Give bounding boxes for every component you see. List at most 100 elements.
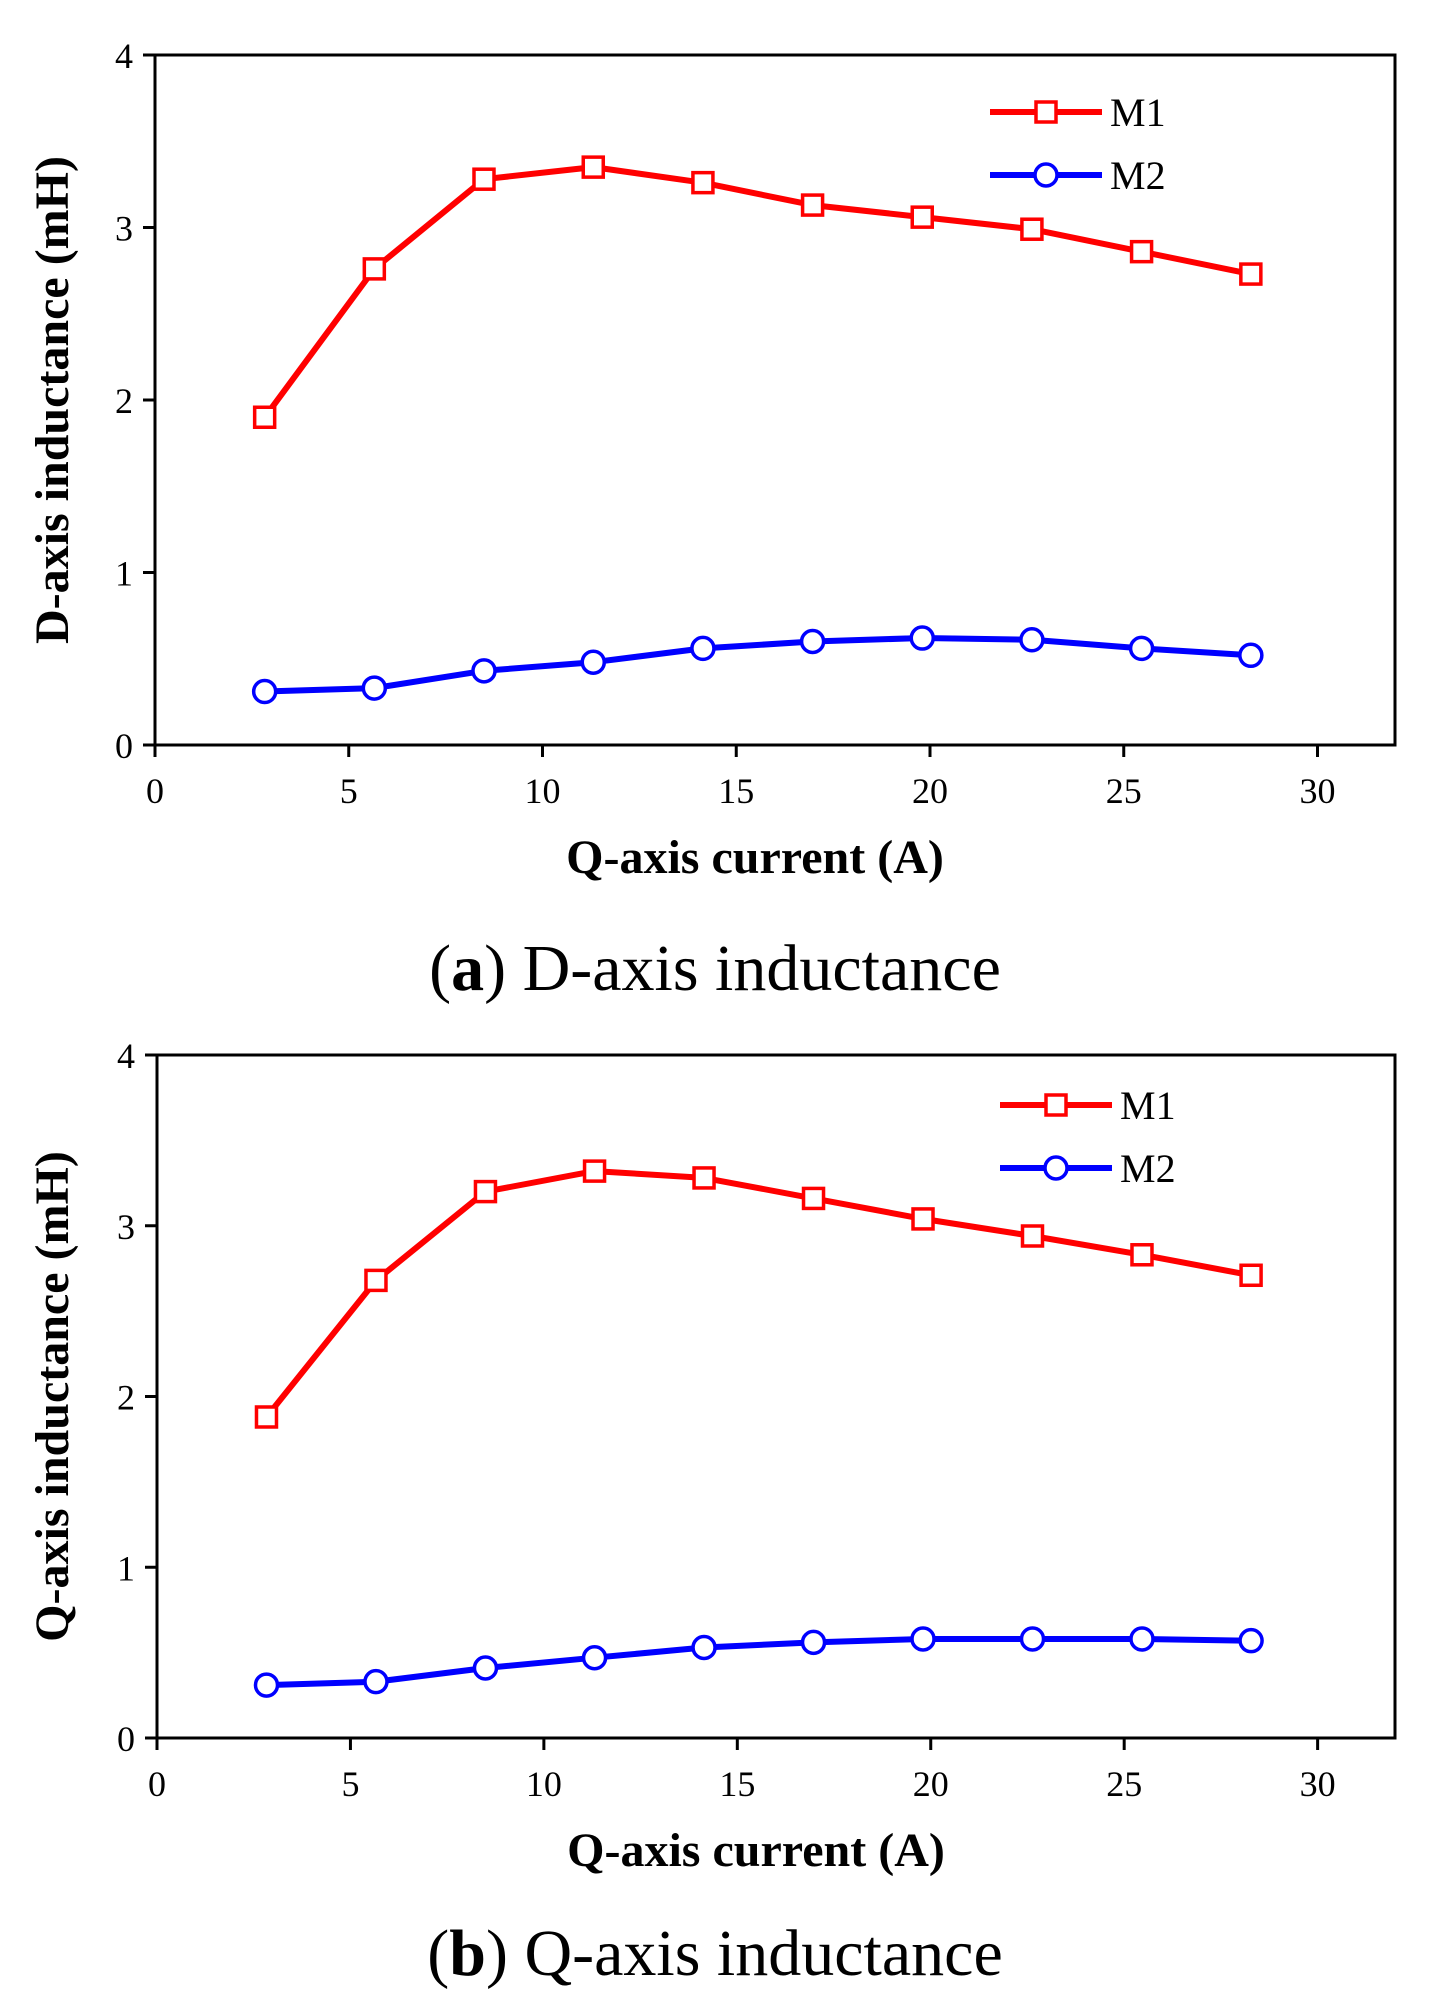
data-point-M2	[471, 658, 497, 684]
data-point-M1	[581, 155, 606, 179]
data-point-M1	[582, 1159, 607, 1183]
data-point-M2	[1019, 627, 1045, 653]
x-tick-label: 5	[341, 1764, 359, 1804]
x-tick-label: 15	[718, 771, 754, 811]
y-tick-label: 1	[117, 1548, 135, 1588]
panel-caption: (a) D-axis inductance	[429, 932, 1001, 1005]
series-line-M1	[264, 1168, 1252, 1419]
data-point-M1	[801, 1186, 826, 1211]
data-point-M1	[911, 1207, 935, 1231]
data-point-M1	[1020, 217, 1044, 241]
data-point-M1	[252, 405, 277, 429]
data-point-M1	[1129, 239, 1154, 264]
data-point-M1	[800, 193, 825, 217]
y-tick-label: 1	[115, 554, 133, 594]
panel-caption: (b) Q-axis inductance	[427, 1917, 1003, 1990]
data-point-M1	[1239, 262, 1263, 286]
y-tick-label: 0	[115, 726, 133, 766]
caption-letter: a	[451, 932, 484, 1005]
data-point-M1	[1239, 1263, 1263, 1288]
y-tick-label: 3	[117, 1207, 135, 1247]
y-axis-title: D-axis inductance (mH)	[26, 156, 79, 644]
caption-text: D-axis inductance	[523, 932, 1001, 1005]
x-tick-label: 25	[1106, 771, 1142, 811]
x-tick-label: 0	[148, 1764, 166, 1804]
legend-marker-M1	[1034, 100, 1058, 124]
data-point-M1	[362, 257, 387, 281]
series-line-M2	[266, 1636, 1252, 1689]
legend-marker-M2	[1033, 162, 1059, 188]
data-point-M2	[251, 678, 278, 705]
x-axis-title: Q-axis current (A)	[567, 1824, 945, 1877]
data-point-M2	[580, 649, 607, 675]
x-tick-label: 20	[913, 1764, 949, 1804]
x-tick-label: 30	[1300, 771, 1336, 811]
data-point-M2	[690, 635, 716, 662]
data-point-M1	[472, 167, 496, 191]
series-M1	[252, 155, 1263, 429]
data-point-M1	[364, 1268, 388, 1293]
y-tick-label: 4	[117, 1036, 135, 1076]
data-point-M2	[253, 1672, 280, 1698]
data-point-M2	[1019, 1626, 1046, 1652]
y-tick-label: 0	[117, 1719, 135, 1759]
series-M1	[254, 1159, 1263, 1429]
series-M2	[251, 625, 1264, 705]
legend-label-M1: M1	[1120, 1083, 1176, 1128]
data-point-M1	[254, 1405, 279, 1429]
y-tick-label: 3	[115, 209, 133, 249]
chart-panel-a: 0 5 10 15 20 25 30 0 1 2 3 4 Q-axis current (A) D-axi…	[26, 36, 1397, 1005]
x-tick-label: 25	[1106, 1764, 1142, 1804]
caption-paren-close: )	[484, 932, 522, 1005]
data-point-M1	[1130, 1243, 1154, 1267]
caption-paren-open: (	[427, 1917, 449, 1990]
caption-paren-close: )	[486, 1917, 524, 1990]
x-tick-label: 15	[719, 1764, 755, 1804]
data-point-M1	[691, 170, 715, 195]
data-point-M2	[361, 675, 388, 701]
y-axis-title: Q-axis inductance (mH)	[26, 1151, 79, 1642]
y-tick-label: 2	[115, 381, 133, 421]
data-point-M2	[1129, 1626, 1155, 1652]
data-point-M1	[692, 1166, 716, 1190]
data-point-M2	[1238, 642, 1264, 669]
data-point-M2	[1238, 1627, 1264, 1654]
x-tick-label: 30	[1300, 1764, 1336, 1804]
plot-frame	[155, 1053, 1397, 1740]
y-tick-label: 4	[115, 36, 133, 76]
legend-label-M1: M1	[1110, 90, 1166, 135]
data-point-M2	[691, 1634, 717, 1661]
caption-letter: b	[449, 1917, 486, 1990]
data-point-M1	[473, 1179, 498, 1204]
data-point-M2	[363, 1668, 389, 1695]
chart-panel-b: 0 5 10 15 20 25 30 0 1 2 3 4 Q-axis current (A) Q-axi…	[26, 1036, 1397, 1990]
data-point-M2	[472, 1655, 499, 1681]
data-point-M2	[1128, 635, 1155, 662]
data-point-M1	[910, 205, 934, 229]
legend-marker-M1	[1044, 1093, 1068, 1117]
caption-paren-open: (	[429, 932, 451, 1005]
data-point-M2	[800, 1629, 827, 1656]
series-line-M1	[262, 164, 1252, 420]
data-point-M2	[799, 628, 826, 655]
x-tick-label: 10	[525, 771, 561, 811]
data-point-M2	[581, 1644, 608, 1671]
legend-marker-M2	[1043, 1155, 1069, 1181]
data-point-M2	[909, 625, 935, 651]
x-tick-label: 0	[146, 771, 164, 811]
x-tick-label: 10	[526, 1764, 562, 1804]
series-M2	[253, 1626, 1264, 1698]
caption-text: Q-axis inductance	[524, 1917, 1002, 1990]
legend-label-M2: M2	[1120, 1146, 1176, 1191]
x-tick-label: 5	[340, 771, 358, 811]
data-point-M2	[910, 1626, 936, 1652]
legend-label-M2: M2	[1110, 153, 1166, 198]
x-axis-title: Q-axis current (A)	[566, 831, 944, 884]
data-point-M1	[1020, 1224, 1045, 1248]
x-tick-label: 20	[912, 771, 948, 811]
series-line-M2	[264, 635, 1252, 695]
y-tick-label: 2	[117, 1378, 135, 1418]
